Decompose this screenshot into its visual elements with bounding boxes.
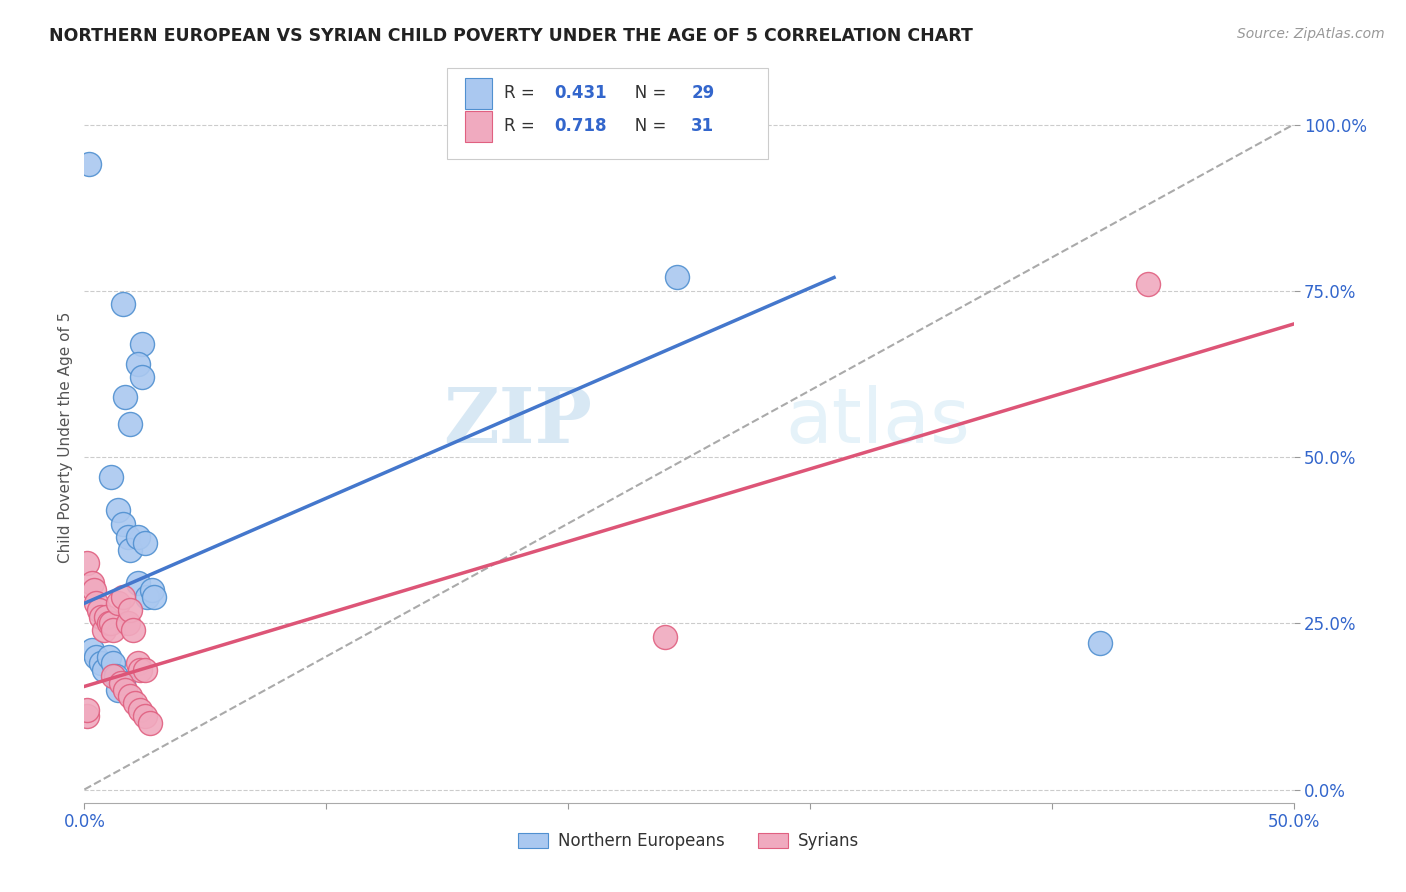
Point — [112, 590, 135, 604]
Point — [134, 709, 156, 723]
Point — [112, 297, 135, 311]
Point — [110, 676, 132, 690]
Point — [131, 370, 153, 384]
Point — [121, 623, 143, 637]
Text: R =: R = — [503, 85, 540, 103]
Point — [654, 630, 676, 644]
Point — [134, 536, 156, 550]
Point — [77, 157, 100, 171]
Point — [127, 357, 149, 371]
Text: N =: N = — [619, 117, 672, 136]
Point — [100, 470, 122, 484]
Point — [129, 663, 152, 677]
Point — [1137, 277, 1160, 292]
Point — [103, 669, 125, 683]
Point — [134, 663, 156, 677]
Point — [112, 676, 135, 690]
Bar — [465, 111, 492, 142]
Point — [112, 516, 135, 531]
Point — [100, 616, 122, 631]
Point — [83, 582, 105, 597]
Bar — [465, 78, 492, 109]
Legend: Northern Europeans, Syrians: Northern Europeans, Syrians — [512, 825, 866, 856]
Point — [117, 616, 139, 631]
Point — [76, 709, 98, 723]
Point — [76, 557, 98, 571]
Point — [127, 530, 149, 544]
Point — [131, 337, 153, 351]
Point — [143, 590, 166, 604]
Point — [103, 656, 125, 670]
Point — [120, 690, 142, 704]
Point — [97, 649, 120, 664]
Point — [117, 530, 139, 544]
Point — [86, 596, 108, 610]
Point — [97, 616, 120, 631]
Point — [87, 603, 110, 617]
Text: atlas: atlas — [786, 385, 970, 459]
Point — [93, 663, 115, 677]
Point — [114, 390, 136, 404]
Point — [104, 669, 127, 683]
Point — [138, 716, 160, 731]
Text: 0.431: 0.431 — [555, 85, 607, 103]
Point — [76, 703, 98, 717]
Point — [127, 576, 149, 591]
Text: Source: ZipAtlas.com: Source: ZipAtlas.com — [1237, 27, 1385, 41]
Point — [124, 696, 146, 710]
Point — [93, 623, 115, 637]
Text: 0.718: 0.718 — [555, 117, 607, 136]
Point — [90, 656, 112, 670]
Point — [86, 649, 108, 664]
Point — [80, 643, 103, 657]
Y-axis label: Child Poverty Under the Age of 5: Child Poverty Under the Age of 5 — [58, 311, 73, 563]
Text: N =: N = — [619, 85, 672, 103]
Point — [127, 656, 149, 670]
Text: R =: R = — [503, 117, 540, 136]
Point — [90, 609, 112, 624]
Point — [107, 596, 129, 610]
Point — [103, 623, 125, 637]
Text: 29: 29 — [692, 85, 714, 103]
Point — [94, 609, 117, 624]
Point — [120, 417, 142, 431]
Point — [120, 603, 142, 617]
Point — [1088, 636, 1111, 650]
Point — [665, 270, 688, 285]
Point — [136, 590, 159, 604]
Point — [120, 543, 142, 558]
Point — [129, 703, 152, 717]
Point — [141, 582, 163, 597]
Text: 31: 31 — [692, 117, 714, 136]
Text: NORTHERN EUROPEAN VS SYRIAN CHILD POVERTY UNDER THE AGE OF 5 CORRELATION CHART: NORTHERN EUROPEAN VS SYRIAN CHILD POVERT… — [49, 27, 973, 45]
FancyBboxPatch shape — [447, 68, 768, 159]
Point — [114, 682, 136, 697]
Point — [107, 682, 129, 697]
Text: ZIP: ZIP — [443, 385, 592, 459]
Point — [80, 576, 103, 591]
Point — [107, 503, 129, 517]
